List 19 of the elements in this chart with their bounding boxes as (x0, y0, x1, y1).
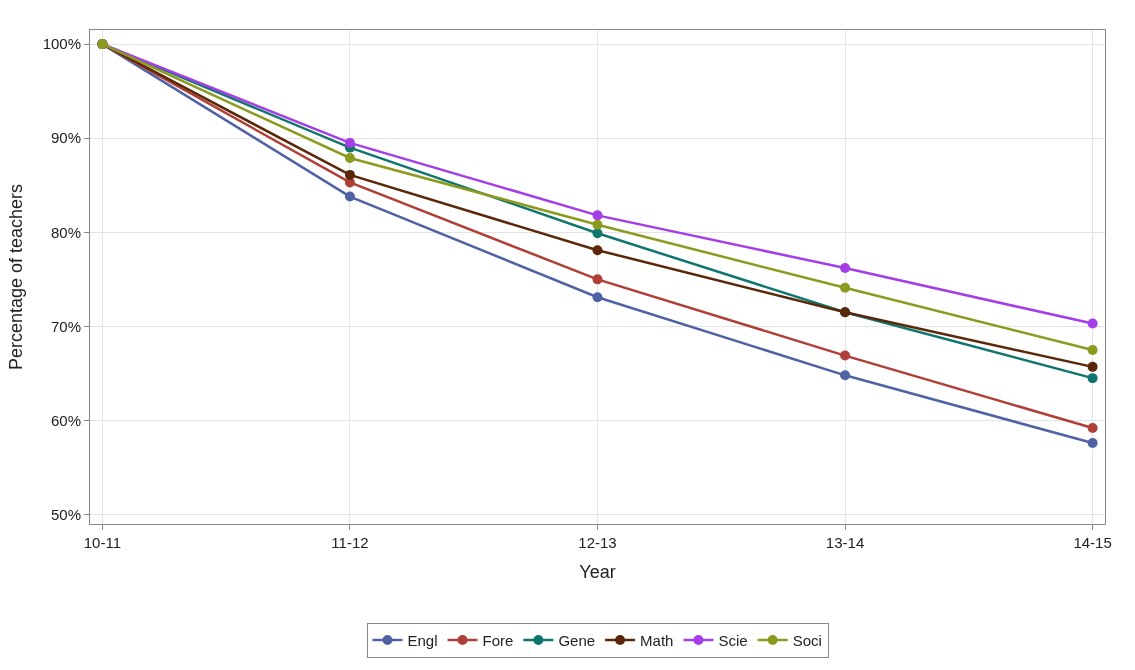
x-axis-title: Year (579, 562, 616, 583)
y-tick-label: 100% (42, 35, 81, 53)
legend-label: Fore (482, 631, 514, 649)
y-tick-label: 80% (50, 223, 81, 241)
legend-label: Math (640, 631, 674, 649)
y-tick-label: 90% (50, 129, 81, 147)
x-tick-label: 13-14 (825, 534, 865, 551)
y-tick-label: 60% (50, 411, 81, 429)
y-tick-label: 70% (50, 317, 81, 335)
legend-label: Engl (407, 631, 438, 649)
legend-label: Soci (792, 631, 822, 649)
legend-label: Gene (558, 631, 596, 649)
y-tick-label: 50% (50, 505, 81, 523)
x-tick-label: 14-15 (1073, 534, 1112, 551)
x-tick-label: 12-13 (578, 534, 617, 551)
x-tick-label: 11-12 (331, 534, 369, 551)
legend-label: Scie (718, 631, 748, 649)
x-tick-label: 10-11 (83, 534, 122, 551)
y-axis-title: Percentage of teachers (5, 183, 26, 371)
